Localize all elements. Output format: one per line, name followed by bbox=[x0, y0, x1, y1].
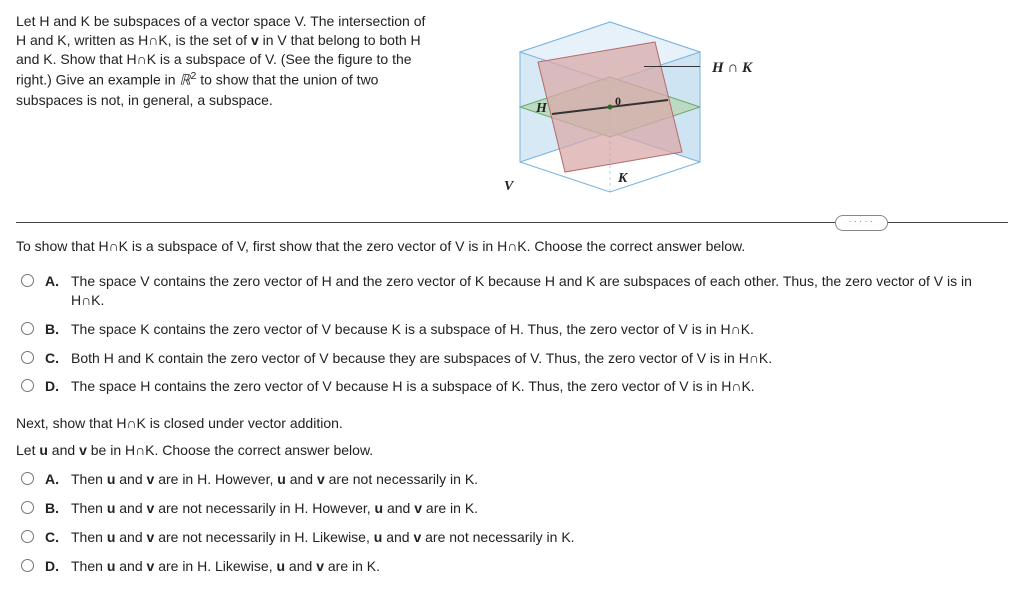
q2-choice-B[interactable]: B. Then u and v are not necessarily in H… bbox=[16, 499, 1008, 518]
q2-radio-D[interactable] bbox=[21, 559, 34, 572]
figure-cube-intersection: H 0 K V H ∩ K bbox=[460, 12, 760, 212]
choice-text: Then u and v are not necessarily in H. H… bbox=[71, 499, 478, 518]
figure-label-K: K bbox=[617, 171, 629, 186]
choice-text: Then u and v are not necessarily in H. L… bbox=[71, 528, 575, 547]
q1-instruction: To show that H∩K is a subspace of V, fir… bbox=[16, 237, 1008, 256]
q1-choice-C[interactable]: C. Both H and K contain the zero vector … bbox=[16, 349, 1008, 368]
problem-header: Let H and K be subspaces of a vector spa… bbox=[16, 12, 1008, 212]
section-divider: ····· bbox=[16, 222, 1008, 223]
choice-letter: C. bbox=[45, 349, 63, 368]
choice-letter: D. bbox=[45, 557, 63, 576]
choice-text: The space V contains the zero vector of … bbox=[71, 272, 1008, 310]
figure-label-H: H bbox=[535, 101, 548, 116]
choice-letter: C. bbox=[45, 528, 63, 547]
choice-text: The space H contains the zero vector of … bbox=[71, 377, 755, 396]
divider-pill: ····· bbox=[835, 215, 888, 231]
q1-radio-D[interactable] bbox=[21, 379, 34, 392]
q2-radio-B[interactable] bbox=[21, 501, 34, 514]
choice-letter: B. bbox=[45, 499, 63, 518]
q1-choices: A. The space V contains the zero vector … bbox=[16, 272, 1008, 396]
q1-radio-B[interactable] bbox=[21, 322, 34, 335]
q1-choice-B[interactable]: B. The space K contains the zero vector … bbox=[16, 320, 1008, 339]
q2-subhead-2: Let u and v be in H∩K. Choose the correc… bbox=[16, 441, 1008, 460]
choice-letter: A. bbox=[45, 272, 63, 291]
q2-radio-A[interactable] bbox=[21, 472, 34, 485]
choice-text: Then u and v are in H. However, u and v … bbox=[71, 470, 478, 489]
figure-label-HnK-text: H ∩ K bbox=[712, 60, 752, 76]
figure-label-V: V bbox=[504, 179, 515, 194]
choice-letter: A. bbox=[45, 470, 63, 489]
choice-text: The space K contains the zero vector of … bbox=[71, 320, 754, 339]
q2-choice-C[interactable]: C. Then u and v are not necessarily in H… bbox=[16, 528, 1008, 547]
q2-radio-C[interactable] bbox=[21, 530, 34, 543]
q2-choice-A[interactable]: A. Then u and v are in H. However, u and… bbox=[16, 470, 1008, 489]
q2-choices: A. Then u and v are in H. However, u and… bbox=[16, 470, 1008, 576]
q1-radio-C[interactable] bbox=[21, 351, 34, 364]
q1-radio-A[interactable] bbox=[21, 274, 34, 287]
choice-text: Both H and K contain the zero vector of … bbox=[71, 349, 772, 368]
choice-letter: B. bbox=[45, 320, 63, 339]
figure-label-zero: 0 bbox=[615, 94, 621, 108]
problem-statement: Let H and K be subspaces of a vector spa… bbox=[16, 12, 436, 110]
choice-text: Then u and v are in H. Likewise, u and v… bbox=[71, 557, 380, 576]
figure-svg: H 0 K V bbox=[460, 12, 760, 212]
q2-subhead-1: Next, show that H∩K is closed under vect… bbox=[16, 414, 1008, 433]
q2-choice-D[interactable]: D. Then u and v are in H. Likewise, u an… bbox=[16, 557, 1008, 576]
q1-choice-A[interactable]: A. The space V contains the zero vector … bbox=[16, 272, 1008, 310]
choice-letter: D. bbox=[45, 377, 63, 396]
q1-choice-D[interactable]: D. The space H contains the zero vector … bbox=[16, 377, 1008, 396]
figure-label-HnK: H ∩ K bbox=[712, 58, 752, 78]
